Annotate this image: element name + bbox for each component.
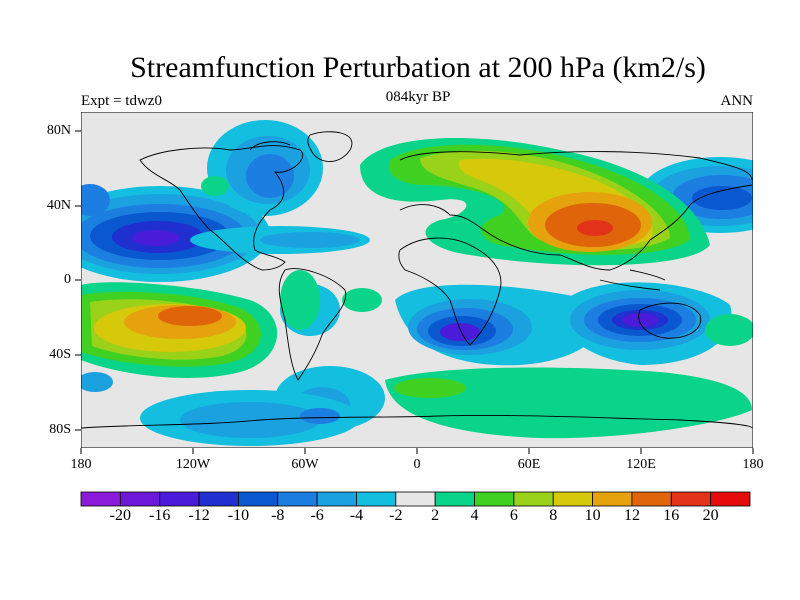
colorbar-swatch — [592, 491, 633, 507]
colorbar-level-label: -2 — [389, 507, 403, 524]
colorbar-swatch — [552, 491, 593, 507]
colorbar-swatch — [631, 491, 672, 507]
colorbar-level-label: 12 — [623, 507, 640, 524]
colorbar-level-label: -8 — [271, 507, 285, 524]
colorbar-level-label: -6 — [310, 507, 324, 524]
colorbar-swatch — [238, 491, 279, 507]
colorbar-level-label: -20 — [109, 507, 131, 524]
coastline-greenland — [307, 131, 353, 162]
lon-label-120e: 120E — [626, 457, 656, 472]
colorbar-swatch — [395, 491, 436, 507]
lon-label-180w: 180 — [70, 457, 92, 472]
colorbar-swatch — [316, 491, 357, 507]
colorbar-swatch — [710, 491, 751, 507]
lat-label-0: 0 — [64, 272, 71, 287]
coastline-indonesia — [599, 269, 666, 291]
coastline-south-america — [278, 268, 347, 381]
positive-center-south-pacific — [81, 282, 278, 379]
lat-label-80n: 80N — [46, 123, 71, 138]
lat-label-40n: 40N — [46, 198, 71, 213]
colorbar-level-label: 6 — [509, 507, 518, 524]
season-label: ANN — [720, 93, 754, 109]
coastline-north-america — [139, 145, 303, 271]
colorbar-level-label: -4 — [349, 507, 364, 524]
coastline-canadian-arctic — [249, 141, 291, 151]
colorbar — [80, 491, 751, 507]
lon-label-120w: 120W — [175, 457, 211, 472]
plot-title: Streamfunction Perturbation at 200 hPa (… — [130, 51, 706, 84]
contour-field — [81, 112, 753, 448]
colorbar-swatch — [513, 491, 554, 507]
colorbar-level-label: -12 — [188, 507, 210, 524]
colorbar-swatch — [434, 491, 475, 507]
coastline-africa — [398, 237, 502, 346]
colorbar-swatch — [119, 491, 161, 507]
negative-wrap-dateline — [81, 184, 110, 216]
coastlines — [81, 131, 753, 429]
experiment-label: Expt = tdwz0 — [81, 93, 162, 109]
coastline-australia — [638, 302, 702, 339]
colorbar-level-label: 16 — [663, 507, 680, 524]
time-label: 084kyr BP — [385, 89, 451, 105]
lat-label-80s: 80S — [49, 422, 71, 437]
coastline-eurasia-north — [399, 151, 753, 181]
negative-center-north-pacific-east — [81, 186, 270, 282]
colorbar-level-label: 4 — [470, 507, 479, 524]
colorbar-swatch — [277, 491, 318, 507]
negative-center-canada — [207, 120, 323, 216]
negative-center-antarctic — [140, 390, 360, 446]
coastline-eurasia-south — [399, 184, 753, 271]
colorbar-swatch — [474, 491, 515, 507]
colorbar-swatch — [198, 491, 239, 507]
colorbar-level-label: 8 — [549, 507, 558, 524]
colorbar-level-label: -10 — [227, 507, 250, 524]
lon-label-60w: 60W — [291, 457, 319, 472]
positive-small-north-america — [201, 176, 229, 196]
lon-label-180e: 180 — [742, 457, 764, 472]
colorbar-level-label: 2 — [431, 507, 440, 524]
lat-label-40s: 40S — [49, 347, 71, 362]
negative-center-indian-ocean — [559, 282, 732, 365]
colorbar-swatch — [80, 491, 121, 507]
coastline-antarctica — [81, 415, 753, 429]
colorbar-swatch — [670, 491, 712, 507]
positive-center-eurasia — [360, 138, 710, 266]
colorbar-level-label: 20 — [702, 507, 719, 524]
lon-label-60e: 60E — [517, 457, 541, 472]
colorbar-level-label: 10 — [584, 507, 601, 524]
negative-southwest-pacific — [81, 372, 113, 392]
colorbar-swatch — [159, 491, 200, 507]
positive-band-southern-ocean — [280, 270, 753, 439]
axis-ticks — [75, 130, 754, 454]
colorbar-level-label: -16 — [149, 507, 171, 524]
colorbar-swatch — [356, 491, 397, 507]
negative-tongue-core — [260, 232, 360, 248]
lon-label-0: 0 — [413, 457, 421, 472]
